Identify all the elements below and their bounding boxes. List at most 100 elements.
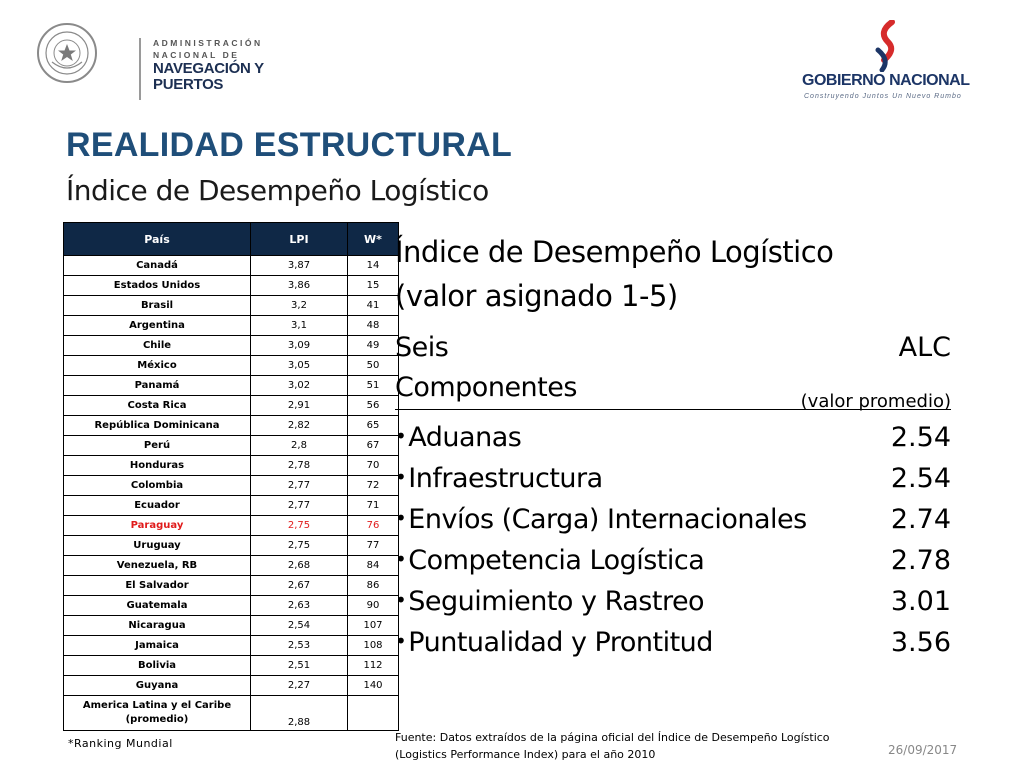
org-line: ADMINISTRACIÓN: [153, 38, 263, 48]
rank-cell: 65: [347, 415, 399, 436]
average-row: America Latina y el Caribe (promedio) 2,88: [63, 695, 399, 731]
country-cell: Paraguay: [63, 515, 251, 536]
source-line: Fuente: Datos extraídos de la página ofi…: [395, 731, 830, 744]
component-name: Envíos (Carga) Internacionales: [408, 504, 807, 535]
country-cell: Canadá: [63, 255, 251, 276]
page-title: REALIDAD ESTRUCTURAL: [66, 126, 513, 164]
col-right-label: (valor promedio): [800, 391, 951, 412]
component-item: •Infraestructura 2.54: [395, 463, 955, 504]
component-name: Competencia Logística: [408, 545, 705, 576]
rank-cell: 15: [347, 275, 399, 296]
country-cell: Jamaica: [63, 635, 251, 656]
country-cell: Estados Unidos: [63, 275, 251, 296]
rank-cell: 72: [347, 475, 399, 496]
bullet-icon: •: [395, 588, 407, 612]
logo-divider: [139, 38, 141, 100]
lpi-cell: 2,51: [250, 655, 348, 676]
component-value: 2.54: [890, 463, 951, 494]
lpi-cell: 2,77: [250, 495, 348, 516]
component-name: Aduanas: [408, 422, 522, 453]
component-item: •Competencia Logística 2.78: [395, 545, 955, 586]
component-label: •Envíos (Carga) Internacionales: [395, 504, 807, 535]
country-cell: Guyana: [63, 675, 251, 696]
rank-cell: [347, 695, 399, 731]
country-cell: El Salvador: [63, 575, 251, 596]
rank-cell: 76: [347, 515, 399, 536]
component-item: •Envíos (Carga) Internacionales 2.74: [395, 504, 955, 545]
source-note: Fuente: Datos extraídos de la página ofi…: [395, 729, 865, 763]
table-body: Canadá 3,87 14 Estados Unidos 3,86 15 Brasil 3,…: [63, 255, 399, 731]
components-panel: Índice de Desempeño Logístico (valor asi…: [395, 230, 955, 668]
rank-cell: 107: [347, 615, 399, 636]
rank-cell: 112: [347, 655, 399, 676]
col-right-label: ALC: [898, 332, 951, 363]
slide-date: 26/09/2017: [888, 743, 958, 757]
paraguay-seal-icon: [37, 23, 97, 83]
component-name: Puntualidad y Prontitud: [408, 627, 713, 658]
country-cell: Costa Rica: [63, 395, 251, 416]
lpi-cell: 3,02: [250, 375, 348, 396]
col-left-label: Seis: [395, 332, 449, 363]
rank-cell: 41: [347, 295, 399, 316]
country-cell: Venezuela, RB: [63, 555, 251, 576]
rank-cell: 71: [347, 495, 399, 516]
gobierno-tagline: Construyendo Juntos Un Nuevo Rumbo: [804, 93, 962, 100]
country-cell: Panamá: [63, 375, 251, 396]
table-row: Honduras 2,78 70: [63, 455, 399, 476]
table-row: Argentina 3,1 48: [63, 315, 399, 336]
rank-cell: 14: [347, 255, 399, 276]
table-row: Brasil 3,2 41: [63, 295, 399, 316]
component-name: Seguimiento y Rastreo: [408, 586, 705, 617]
panel-heading-scale: (valor asignado 1-5): [395, 279, 678, 313]
component-label: •Seguimiento y Rastreo: [395, 586, 705, 617]
lpi-cell: 2,27: [250, 675, 348, 696]
rank-cell: 108: [347, 635, 399, 656]
country-cell: México: [63, 355, 251, 376]
table-row: Chile 3,09 49: [63, 335, 399, 356]
table-row: Guyana 2,27 140: [63, 675, 399, 696]
org-line: NAVEGACIÓN Y: [153, 60, 264, 77]
lpi-cell: 2,54: [250, 615, 348, 636]
table-row: Colombia 2,77 72: [63, 475, 399, 496]
country-cell: Colombia: [63, 475, 251, 496]
bullet-icon: •: [395, 506, 407, 530]
table-row: Jamaica 2,53 108: [63, 635, 399, 656]
country-cell: Argentina: [63, 315, 251, 336]
country-cell: Honduras: [63, 455, 251, 476]
table-row: Panamá 3,02 51: [63, 375, 399, 396]
country-cell: Nicaragua: [63, 615, 251, 636]
table-row: Venezuela, RB 2,68 84: [63, 555, 399, 576]
rank-cell: 70: [347, 455, 399, 476]
lpi-cell: 3,09: [250, 335, 348, 356]
country-cell: Uruguay: [63, 535, 251, 556]
country-cell: República Dominicana: [63, 415, 251, 436]
col-left-label: Componentes: [395, 372, 577, 403]
components-list: •Aduanas 2.54 •Infraestructura 2.54 •Envíos …: [395, 422, 955, 668]
header-underline: [395, 408, 951, 410]
lpi-cell: 2,78: [250, 455, 348, 476]
country-line: America Latina y el Caribe: [82, 700, 232, 711]
lpi-cell: 2,91: [250, 395, 348, 416]
org-line: PUERTOS: [153, 76, 224, 93]
rank-cell: 49: [347, 335, 399, 356]
rank-cell: 84: [347, 555, 399, 576]
bullet-icon: •: [395, 629, 407, 653]
panel-heading: Índice de Desempeño Logístico: [395, 235, 834, 269]
component-value: 2.78: [890, 545, 951, 576]
bullet-icon: •: [395, 547, 407, 571]
country-cell: Guatemala: [63, 595, 251, 616]
table-header-row: País LPI W*: [63, 222, 399, 256]
component-label: •Puntualidad y Prontitud: [395, 627, 713, 658]
lpi-cell: 2,82: [250, 415, 348, 436]
table-row: República Dominicana 2,82 65: [63, 415, 399, 436]
lpi-cell: 2,68: [250, 555, 348, 576]
country-cell: Chile: [63, 335, 251, 356]
country-cell: Brasil: [63, 295, 251, 316]
component-item: •Puntualidad y Prontitud 3.56: [395, 627, 955, 668]
lpi-cell: 2,75: [250, 535, 348, 556]
country-cell: Bolivia: [63, 655, 251, 676]
lpi-cell: 2,88: [250, 695, 348, 731]
gobierno-mark-icon: [875, 20, 895, 72]
header-w: W*: [347, 222, 399, 256]
lpi-cell: 3,2: [250, 295, 348, 316]
